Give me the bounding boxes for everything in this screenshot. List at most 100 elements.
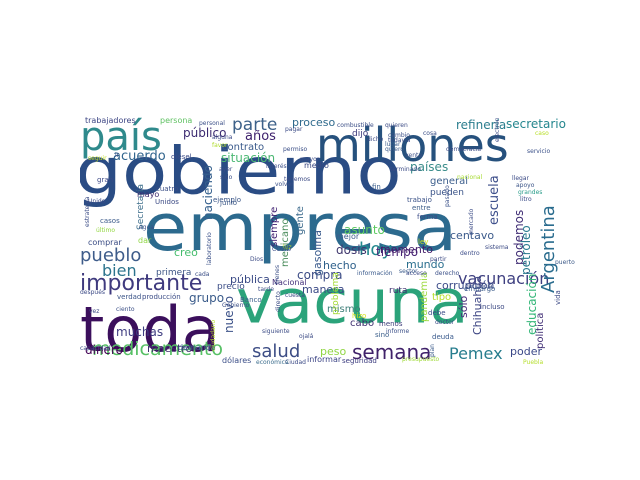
word: ojalá bbox=[299, 333, 314, 340]
word: país bbox=[80, 117, 162, 160]
word: vacuna bbox=[236, 267, 469, 338]
word: electrónica bbox=[494, 117, 501, 142]
word: haciendo bbox=[201, 165, 215, 220]
word: nacional bbox=[457, 174, 483, 181]
word: situación bbox=[221, 151, 276, 165]
word: quieren bbox=[385, 122, 408, 129]
word: puerto bbox=[555, 259, 575, 266]
word: trabajo bbox=[407, 196, 432, 204]
word: dinero bbox=[85, 343, 123, 357]
word: política bbox=[535, 312, 546, 349]
word: acuerdo bbox=[113, 149, 166, 164]
word: muchas bbox=[116, 325, 164, 339]
word: gran bbox=[97, 176, 114, 184]
word: sino bbox=[375, 331, 390, 339]
word: información bbox=[357, 270, 393, 277]
word: dijo bbox=[352, 129, 369, 139]
word: entre bbox=[412, 204, 431, 212]
word: alguna bbox=[212, 134, 233, 141]
word: petróleo bbox=[519, 225, 533, 275]
word: junio bbox=[220, 199, 238, 207]
word: dar bbox=[138, 236, 152, 245]
word: siempre bbox=[269, 206, 280, 247]
word: pueblo bbox=[80, 245, 142, 266]
word: pasado bbox=[444, 185, 451, 207]
word: escuela bbox=[487, 175, 502, 225]
word: terminado bbox=[390, 166, 421, 173]
word: persona bbox=[160, 117, 193, 125]
word: interés bbox=[266, 163, 287, 170]
word: maestro bbox=[147, 342, 193, 355]
word: millones bbox=[316, 118, 509, 172]
word: Nacional bbox=[272, 278, 307, 287]
word: agua bbox=[139, 224, 154, 231]
word: gasolina bbox=[311, 229, 324, 276]
word: precio bbox=[217, 282, 245, 292]
word: grandes bbox=[518, 189, 543, 196]
word: incluso bbox=[480, 303, 505, 311]
word: laboratorio bbox=[206, 232, 213, 265]
word: empresa bbox=[143, 189, 458, 266]
word: países bbox=[410, 160, 449, 174]
word: económica bbox=[256, 359, 289, 366]
word-cloud: gobierno empresa vacuna toda millones pa… bbox=[80, 117, 580, 367]
word: capacidad bbox=[80, 345, 111, 352]
word: embargo bbox=[464, 285, 496, 293]
word: salud bbox=[252, 341, 301, 362]
word: problema bbox=[331, 272, 341, 315]
word: informar bbox=[307, 355, 342, 364]
word: fin bbox=[372, 183, 381, 191]
word: medio bbox=[304, 161, 329, 170]
word: Dios bbox=[250, 256, 264, 263]
word: Argentina bbox=[538, 205, 559, 293]
word: deuda bbox=[432, 333, 454, 341]
word: acceso bbox=[406, 270, 427, 277]
word: toda bbox=[80, 293, 220, 366]
word: peso bbox=[320, 345, 347, 358]
word: semana bbox=[352, 340, 432, 364]
word: ir bbox=[115, 152, 120, 159]
word: compra bbox=[297, 268, 343, 282]
word: dosis bbox=[336, 243, 367, 257]
word: ley bbox=[418, 238, 429, 246]
word: primera bbox=[156, 268, 192, 278]
word: proceso bbox=[292, 117, 336, 129]
word: tarde bbox=[258, 286, 274, 293]
word: sector bbox=[399, 268, 418, 275]
word: directo bbox=[275, 291, 282, 312]
word: COVID bbox=[272, 246, 292, 253]
word: venta bbox=[405, 152, 423, 159]
word: mayo bbox=[137, 190, 160, 199]
word: llegar bbox=[512, 175, 529, 182]
word: Pemex bbox=[449, 344, 503, 363]
word: hizo bbox=[352, 312, 367, 320]
word: favor bbox=[212, 142, 228, 149]
word: mexicano bbox=[280, 218, 291, 268]
word: ruta bbox=[389, 286, 408, 296]
word: doctor bbox=[435, 319, 455, 326]
word: años bbox=[245, 129, 276, 144]
word: Unidos bbox=[155, 198, 179, 206]
word: presupuesto bbox=[402, 356, 440, 363]
word: cuesta bbox=[285, 292, 305, 299]
word: seguridad bbox=[342, 357, 377, 365]
word: poder bbox=[510, 345, 542, 358]
word: personal bbox=[199, 120, 225, 127]
word: importante bbox=[80, 271, 203, 296]
word: mercado bbox=[468, 208, 475, 235]
word: producción bbox=[142, 293, 181, 301]
word: mayor bbox=[300, 156, 320, 163]
word: trenes bbox=[274, 265, 281, 284]
word: dentro bbox=[460, 250, 480, 257]
word: asunto bbox=[344, 223, 385, 237]
word: manera bbox=[302, 283, 345, 296]
word: Ciudad bbox=[285, 359, 306, 366]
word: trabajadores bbox=[85, 117, 136, 125]
word: tiempo bbox=[376, 245, 419, 259]
word: vez bbox=[89, 308, 100, 315]
word: creo bbox=[174, 246, 198, 259]
word: Puebla bbox=[523, 359, 544, 366]
word: todavía bbox=[388, 137, 411, 144]
word: permiso bbox=[283, 146, 308, 153]
word: democracia bbox=[446, 146, 482, 153]
